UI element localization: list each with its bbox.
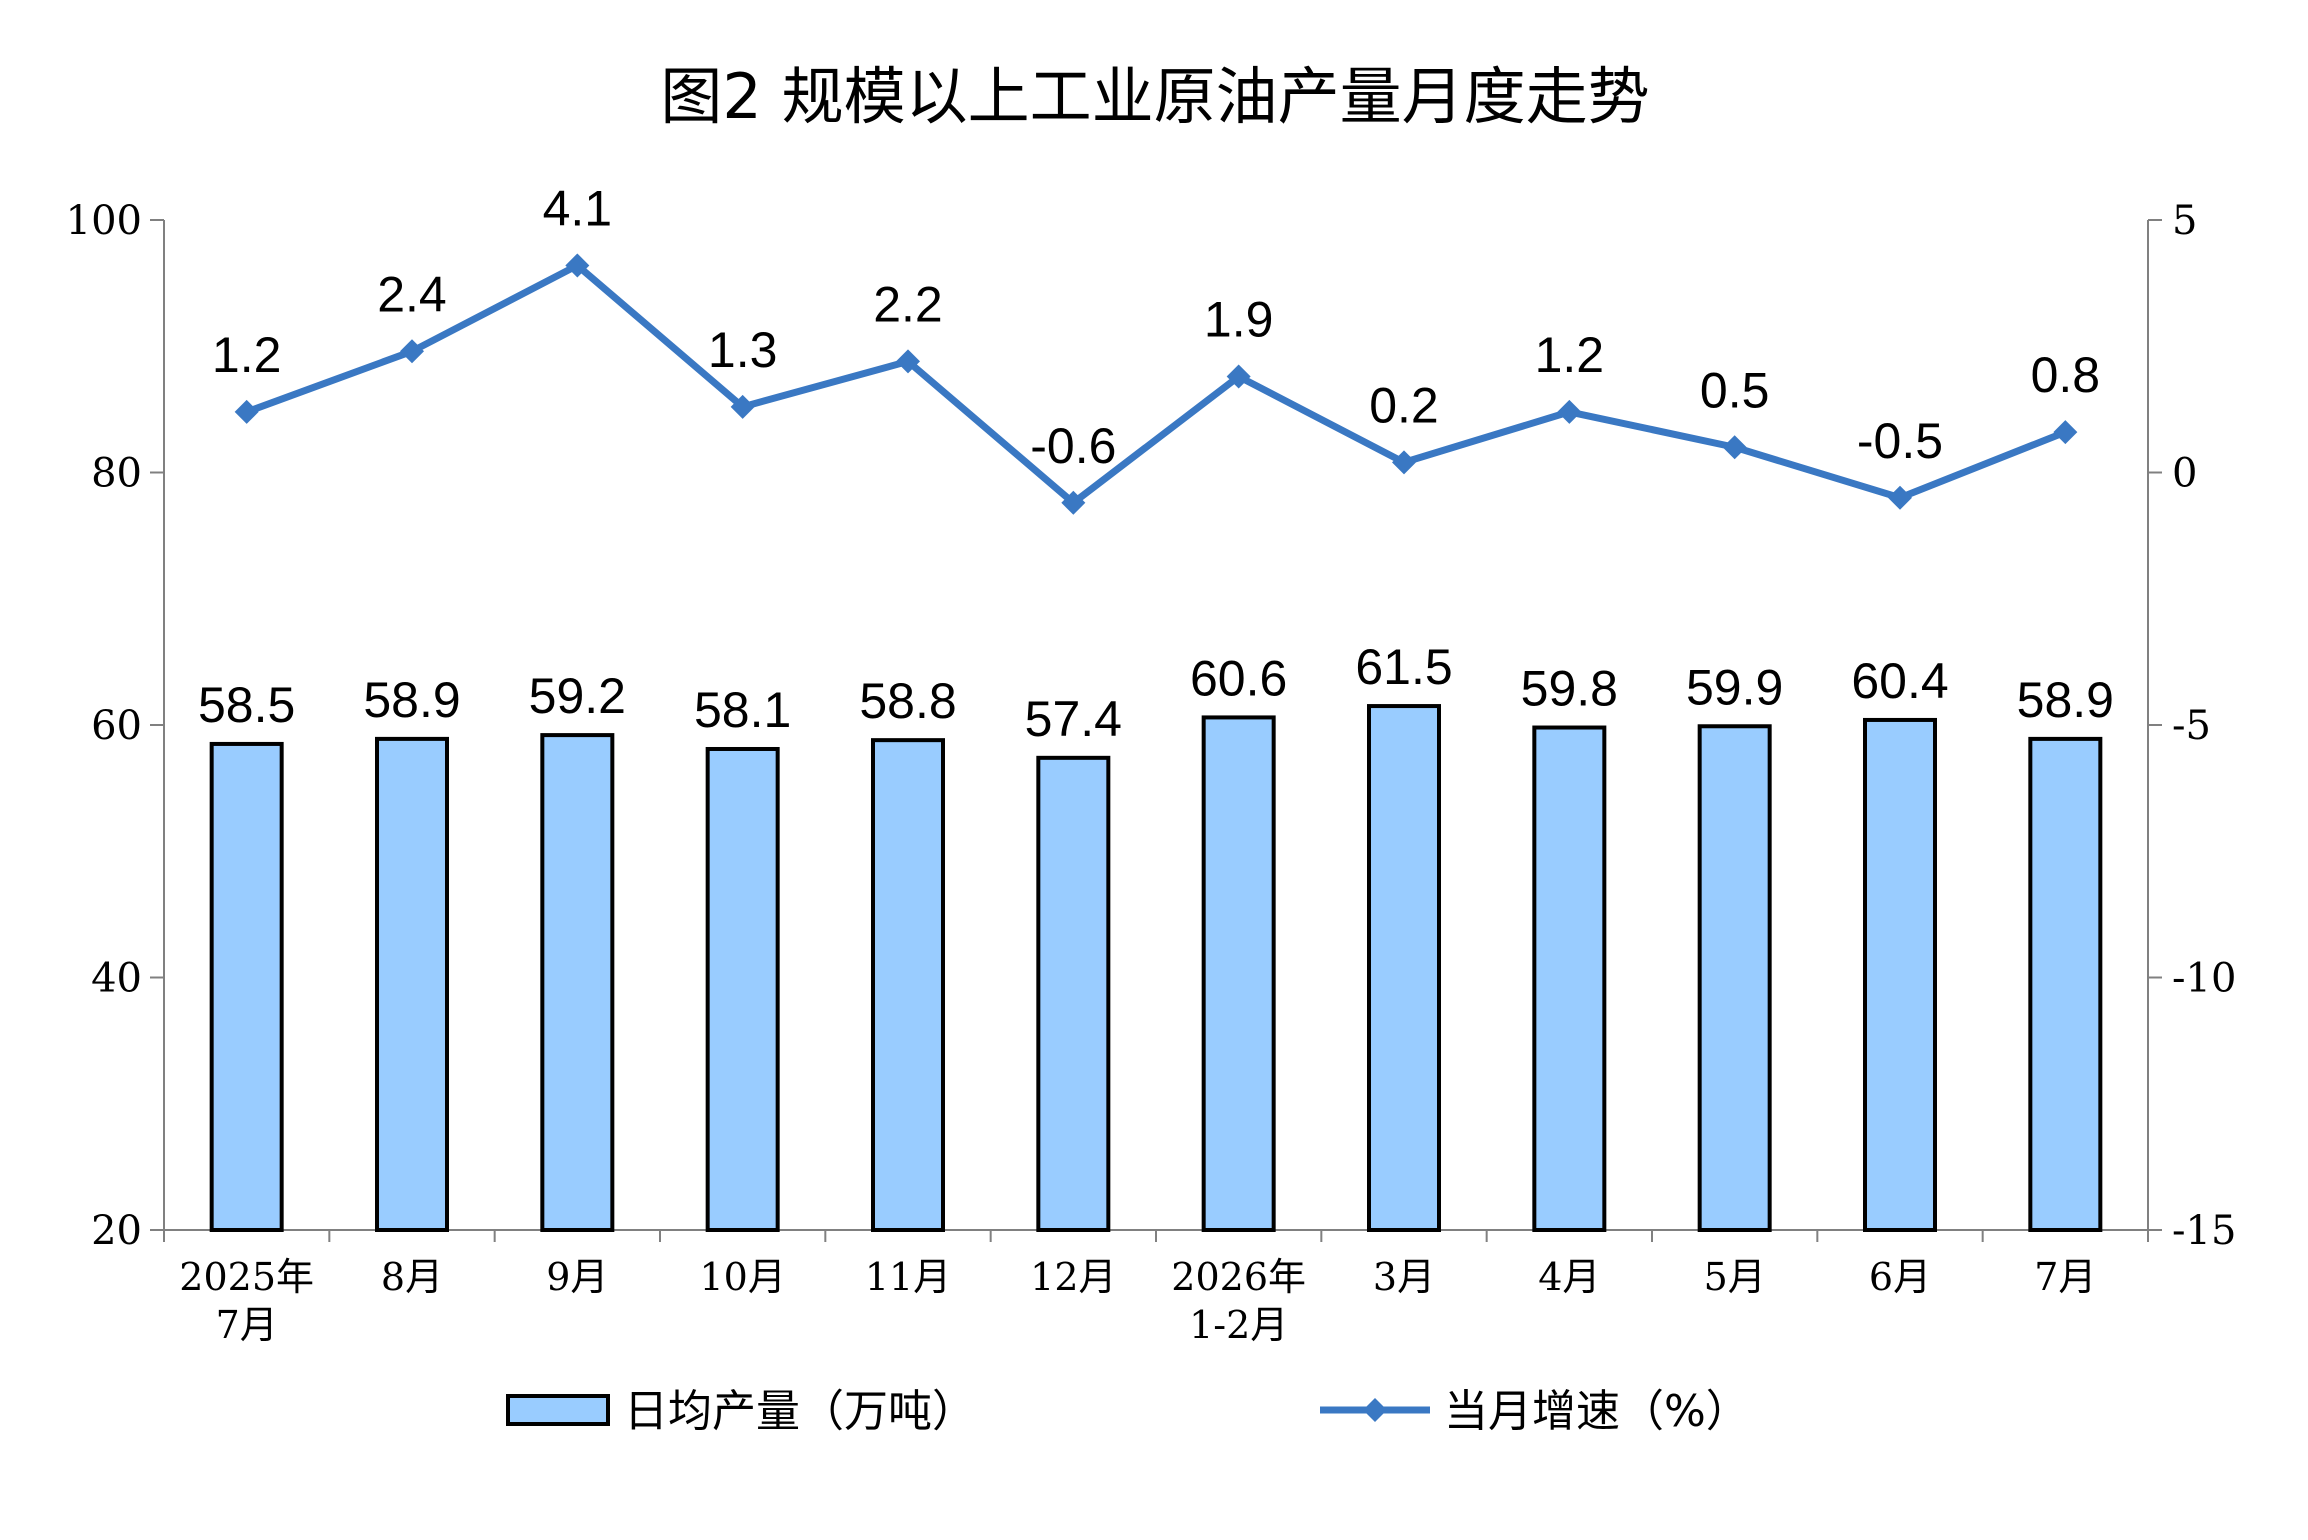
x-tick-label: 10月 [699, 1255, 785, 1299]
axes: 20 40 60 80 100 -15 -10 -5 0 5 2025年 7月 8月 9月 10月 11月 12… [66, 198, 2237, 1347]
line-value-label: -0.6 [1030, 418, 1116, 474]
line-point [400, 339, 424, 364]
x-tick-label: 5月 [1704, 1255, 1766, 1299]
legend-line-marker [1363, 1398, 1387, 1422]
bar [871, 738, 945, 1233]
legend-bar-label: 日均产量（万吨） [624, 1386, 976, 1437]
bar-value-label: 58.1 [694, 682, 791, 738]
line-value-label: -0.5 [1857, 413, 1943, 469]
legend-line-label: 当月增速（%） [1444, 1386, 1750, 1437]
left-tick-label: 20 [91, 1208, 142, 1254]
bar [1697, 724, 1772, 1232]
bar [2028, 736, 2103, 1232]
bar-value-label: 59.9 [1686, 659, 1783, 715]
line-point [1392, 450, 1416, 475]
legend-bar-swatch [506, 1394, 610, 1426]
right-tick-label: 0 [2172, 451, 2197, 497]
bar-value-label: 61.5 [1355, 639, 1452, 695]
bar [209, 741, 284, 1232]
bar [1532, 725, 1607, 1233]
x-tick-label: 12月 [1030, 1255, 1116, 1299]
line-point [2053, 420, 2078, 445]
line-point [896, 349, 920, 374]
left-tick-label: 80 [91, 451, 142, 497]
x-tick-label: 2026年 1-2月 [1171, 1255, 1306, 1347]
line-value-label: 4.1 [543, 180, 613, 236]
line-value-label: 1.2 [212, 327, 282, 383]
line-series [234, 253, 2078, 515]
x-tick-label: 6月 [1869, 1255, 1931, 1299]
bar-value-label: 59.8 [1521, 661, 1618, 717]
bar-value-label: 58.9 [2017, 672, 2114, 728]
x-tick-label: 8月 [381, 1255, 443, 1299]
line-value-label: 2.4 [377, 266, 447, 322]
line-point [1722, 435, 1747, 460]
line-value-label: 2.2 [873, 276, 943, 332]
line-value-label: 0.2 [1369, 377, 1439, 433]
data-labels: 58.5 58.9 59.2 58.1 58.8 57.4 60.6 61.5 59.8 59.9… [198, 180, 2114, 746]
line-value-label: 1.2 [1535, 327, 1605, 383]
right-tick-label: 5 [2172, 198, 2197, 244]
bar-value-label: 57.4 [1025, 691, 1122, 747]
left-tick-label: 100 [66, 198, 142, 244]
bar-series [209, 704, 2103, 1233]
bar [1863, 717, 1937, 1232]
bar-value-label: 58.9 [363, 672, 460, 728]
bar [705, 746, 780, 1232]
line-point [730, 394, 755, 419]
line-point [234, 399, 259, 424]
line-point [1061, 490, 1086, 515]
line-value-label: 1.3 [708, 322, 778, 378]
left-tick-label: 40 [91, 956, 142, 1002]
bar-value-label: 58.8 [859, 673, 956, 729]
x-tick-label: 7月 [2034, 1255, 2096, 1299]
line-value-label: 0.5 [1700, 362, 1770, 418]
bar [1036, 755, 1111, 1232]
line-point [565, 253, 590, 278]
bar [375, 736, 449, 1232]
x-tick-label: 11月 [865, 1255, 951, 1299]
chart-title: 图2 规模以上工业原油产量月度走势 [660, 60, 1649, 133]
right-tick-label: -10 [2172, 956, 2236, 1002]
line-point [1226, 364, 1251, 389]
legend: 日均产量（万吨） 当月增速（%） [506, 1386, 1750, 1437]
line-point [1888, 485, 1912, 510]
line-value-label: 1.9 [1204, 292, 1274, 348]
line-value-label: 0.8 [2031, 347, 2101, 403]
right-tick-label: -15 [2172, 1208, 2236, 1254]
x-tick-label: 9月 [546, 1255, 608, 1299]
bar [1201, 715, 1276, 1232]
growth-line [245, 261, 2067, 507]
x-tick-label: 2025年 7月 [179, 1255, 314, 1347]
bar-value-label: 59.2 [529, 668, 626, 724]
right-tick-label: -5 [2172, 703, 2211, 749]
bar [540, 733, 615, 1232]
bar [1367, 704, 1441, 1232]
bar-value-label: 60.6 [1190, 650, 1287, 706]
bar-value-label: 60.4 [1851, 653, 1948, 709]
x-tick-label: 3月 [1373, 1255, 1435, 1299]
left-tick-label: 60 [91, 703, 142, 749]
bar-value-label: 58.5 [198, 677, 295, 733]
x-tick-label: 4月 [1538, 1255, 1600, 1299]
line-point [1557, 399, 1582, 424]
